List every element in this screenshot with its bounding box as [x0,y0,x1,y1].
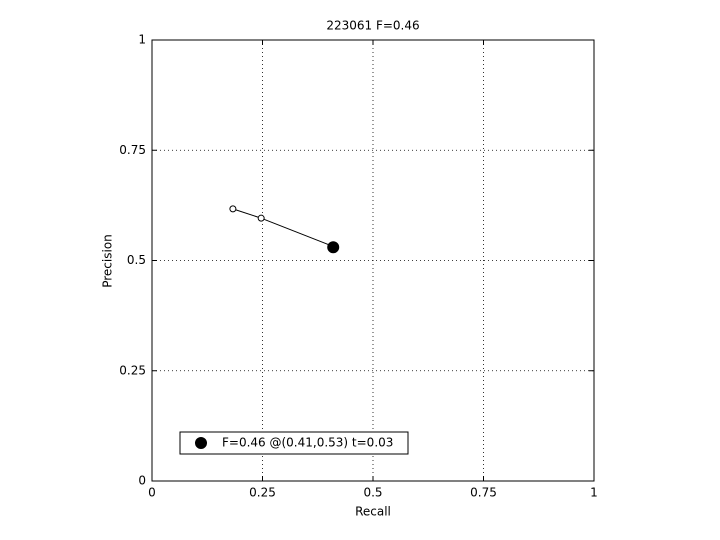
x-tick-label: 0.5 [363,486,382,500]
legend-label: F=0.46 @(0.41,0.53) t=0.03 [222,436,393,450]
data-point [257,214,265,222]
data-point [327,241,340,254]
x-tick-label: 0 [148,486,156,500]
y-tick-label: 1 [138,33,146,47]
x-tick-label: 0.25 [249,486,276,500]
legend-box [179,431,409,455]
x-tick-label: 0.75 [470,486,497,500]
x-axis-label: Recall [355,505,391,519]
y-tick-label: 0.75 [119,143,146,157]
y-tick-label: 0.5 [127,253,146,267]
chart-title: 223061 F=0.46 [326,19,419,33]
data-point [229,205,237,213]
y-tick-label: 0 [138,474,146,488]
plot-frame [151,39,595,482]
legend-marker [195,437,207,449]
y-tick-label: 0.25 [119,363,146,377]
y-axis-label: Precision [101,234,115,288]
x-tick-label: 1 [590,486,598,500]
